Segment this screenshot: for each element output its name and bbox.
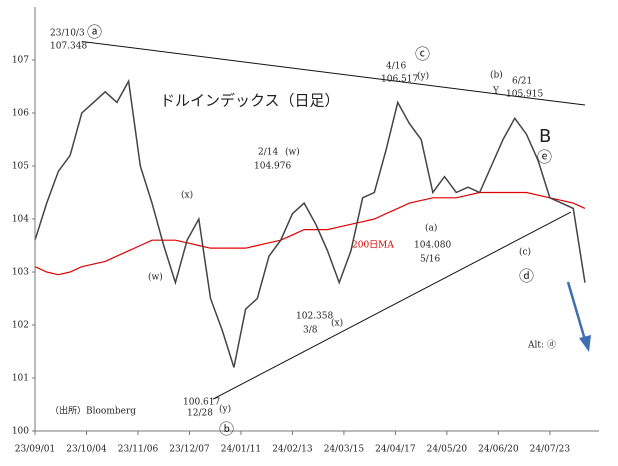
y-tick-label: 100: [12, 427, 29, 437]
series-label: 200日MA: [352, 240, 394, 251]
annotation: B: [539, 126, 551, 147]
x-tick-label: 24/01/11: [221, 445, 261, 455]
annotation: Alt: ⓓ: [527, 340, 556, 351]
annotation: 3/8: [303, 326, 318, 336]
annotation: 100.617: [183, 398, 220, 408]
x-tick-label: 23/12/07: [169, 445, 210, 455]
y-tick-label: 101: [12, 374, 29, 384]
x-tick-label: 24/05/20: [427, 445, 468, 455]
x-tick-label: 23/10/04: [66, 445, 107, 455]
chart-title: ドルインデックス（日足）: [160, 92, 340, 110]
annotation: 4/16: [386, 62, 406, 72]
x-tick-label: 24/03/15: [324, 445, 365, 455]
annotation: Y: [492, 87, 500, 97]
x-tick-label: 23/11/06: [118, 445, 159, 455]
price-line: [34, 78, 586, 368]
annotation: (b): [490, 70, 503, 81]
x-tick-label: 24/04/17: [375, 445, 416, 455]
x-tick-label: 24/02/13: [272, 445, 313, 455]
annotation: (y): [219, 404, 231, 415]
annotations: 23/10/3 107.348 ⓐ 4/16 106.517 ⓒ (y) (b)…: [50, 23, 556, 438]
y-tick-label: 103: [12, 268, 29, 278]
y-tick-label: 106: [12, 109, 29, 119]
annotation: 107.348: [50, 42, 87, 52]
annotation: ⓓ: [519, 267, 534, 285]
annotation: 2/14: [258, 148, 278, 158]
x-tick-label: 24/07/23: [530, 445, 571, 455]
annotation: 6/21: [512, 77, 532, 87]
ma-line: [34, 191, 586, 276]
annotation: (w): [148, 272, 163, 283]
annotation: ⓔ: [537, 148, 552, 166]
annotation: (x): [331, 318, 343, 329]
y-tick-label: 107: [12, 56, 29, 66]
annotation: 5/16: [420, 255, 440, 265]
annotation: 104.976: [254, 162, 291, 172]
annotation: 12/28: [187, 409, 213, 419]
source: （出所）Bloomberg: [50, 405, 136, 417]
annotation: (w): [285, 147, 300, 158]
annotation: ⓑ: [219, 420, 234, 438]
annotation: ⓒ: [415, 45, 430, 63]
annotation: (c): [519, 247, 531, 258]
annotation: (x): [181, 190, 193, 201]
annotation: (a): [425, 223, 437, 234]
annotation: ⓐ: [87, 23, 102, 41]
annotation: 102.358: [296, 312, 333, 322]
x-tick-label: 24/06/20: [478, 445, 519, 455]
arrow: [566, 281, 591, 352]
annotation: 104.080: [414, 241, 451, 251]
trend-line: [81, 40, 586, 106]
trend-line: [212, 211, 572, 400]
y-tick-label: 102: [12, 321, 29, 331]
annotation: (y): [417, 71, 429, 82]
y-tick-label: 105: [12, 162, 29, 172]
annotation: 106.517: [381, 75, 418, 85]
y-tick-label: 104: [12, 215, 29, 225]
x-tick-label: 23/09/01: [15, 445, 55, 455]
annotation: 105.915: [506, 90, 543, 100]
annotation: 23/10/3: [50, 29, 85, 39]
